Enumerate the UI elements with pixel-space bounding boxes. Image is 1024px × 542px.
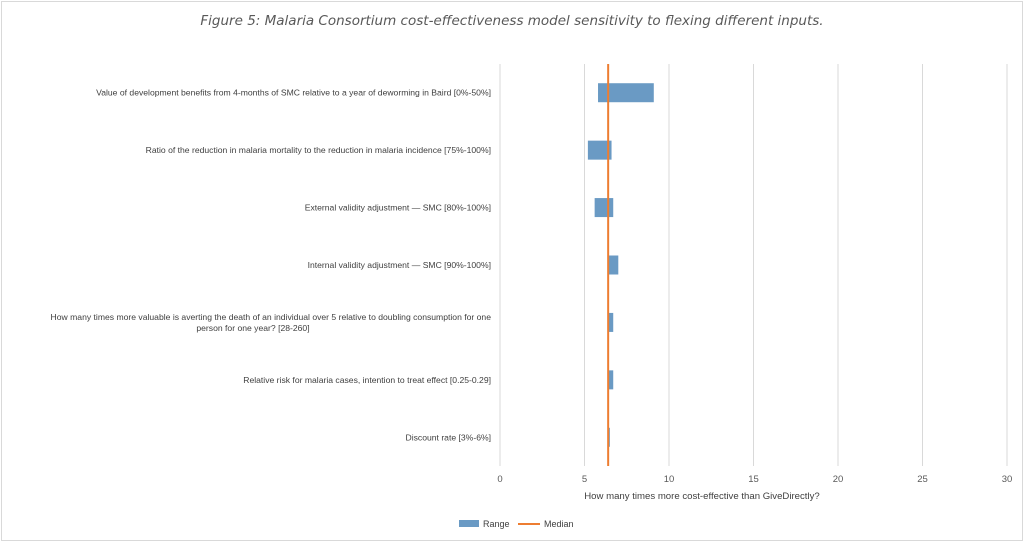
x-tick-label: 10 [664, 474, 675, 485]
x-tick-label: 15 [748, 474, 759, 485]
range-bar [608, 370, 614, 390]
range-bars [587, 83, 654, 447]
legend: Range Median [459, 519, 574, 529]
category-label: Discount rate [3%-6%] [406, 432, 492, 442]
x-tick-label: 0 [497, 474, 502, 485]
legend-median-label: Median [544, 519, 574, 529]
gridlines [499, 64, 1008, 466]
category-label: Value of development benefits from 4-mon… [96, 88, 491, 98]
x-axis-title: How many times more cost-effective than … [584, 491, 819, 502]
category-label: Ratio of the reduction in malaria mortal… [146, 145, 491, 155]
range-bar [598, 83, 654, 103]
x-tick-labels: 0 5 10 15 20 25 30 [497, 474, 1012, 485]
category-label: External validity adjustment — SMC [80%-… [305, 203, 491, 213]
category-label-line: person for one year? [28-260] [196, 323, 309, 333]
chart-title: Figure 5: Malaria Consortium cost-effect… [200, 13, 823, 29]
category-label: Internal validity adjustment — SMC [90%-… [308, 260, 491, 270]
category-label-line: How many times more valuable is averting… [51, 312, 492, 322]
x-tick-label: 5 [582, 474, 587, 485]
x-tick-label: 25 [917, 474, 928, 485]
legend-range-label: Range [483, 519, 510, 529]
range-bar [608, 312, 614, 332]
range-bar [608, 255, 619, 275]
range-bar [594, 198, 614, 218]
x-tick-label: 20 [833, 474, 844, 485]
x-tick-label: 30 [1002, 474, 1013, 485]
range-bar [587, 140, 612, 160]
category-labels: Value of development benefits from 4-mon… [51, 88, 492, 443]
category-label: Relative risk for malaria cases, intenti… [243, 375, 491, 385]
category-label: How many times more valuable is averting… [51, 312, 492, 333]
legend-range-swatch [459, 520, 479, 527]
